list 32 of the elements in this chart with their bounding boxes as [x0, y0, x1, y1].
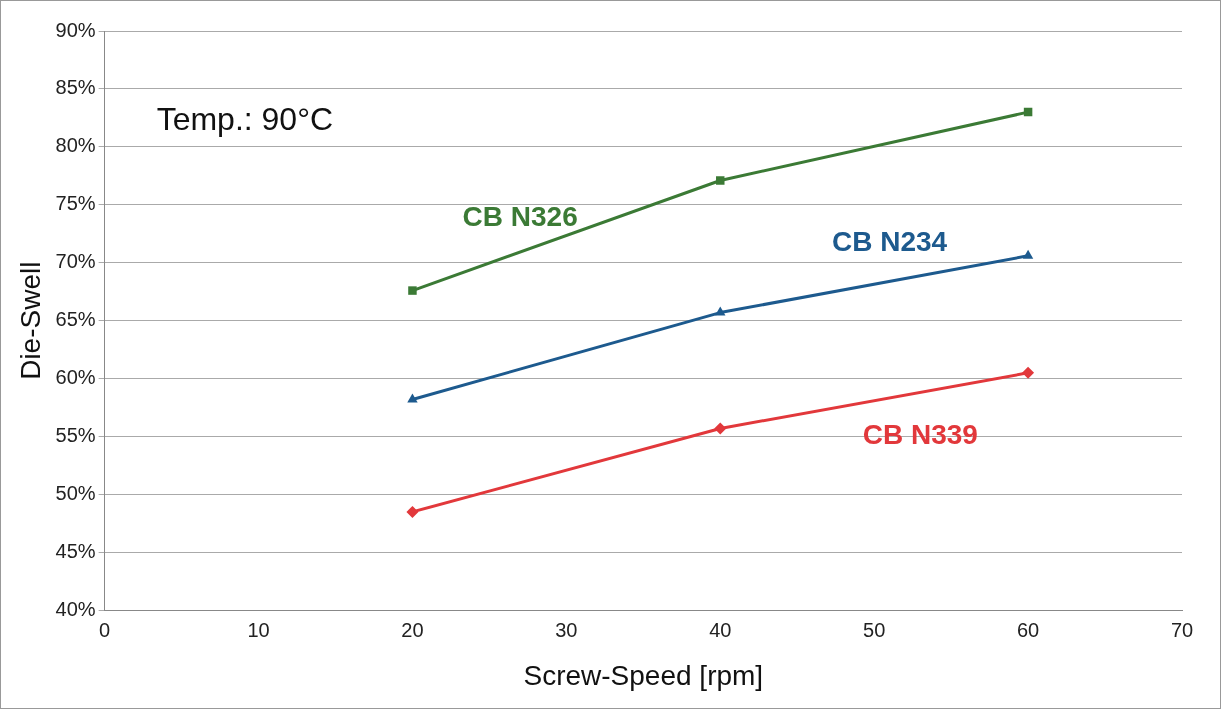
y-tick-label: 80%: [55, 134, 96, 157]
x-axis-title: Screw-Speed [rpm]: [523, 659, 764, 691]
point: [1022, 249, 1034, 259]
y-tick-label: 90%: [55, 18, 96, 41]
x-tick-label: 20: [401, 618, 424, 641]
y-tick-label: 60%: [55, 366, 96, 389]
point: [1022, 366, 1035, 379]
y-tick-label: 45%: [55, 539, 96, 562]
series-label: CB N326: [462, 200, 578, 232]
y-tick-label: 70%: [55, 250, 96, 273]
x-tick-label: 60: [1016, 618, 1040, 641]
x-tick-label: 50: [863, 618, 886, 641]
x-tick-label: 30: [555, 618, 578, 641]
point: [714, 422, 727, 435]
y-axis-title: Die-Swell: [14, 261, 46, 380]
y-tick-label: 75%: [55, 192, 96, 215]
annotation: Temp.: 90°C: [156, 100, 334, 137]
y-tick-label: 40%: [55, 597, 96, 620]
point: [716, 176, 725, 185]
y-tick-label: 85%: [55, 76, 96, 99]
x-tick-label: 0: [99, 618, 111, 641]
x-tick-label: 40: [709, 618, 732, 641]
series-label: CB N339: [862, 419, 978, 451]
point: [408, 286, 417, 295]
y-tick-label: 65%: [55, 308, 96, 331]
x-tick-label: 10: [247, 618, 270, 641]
point: [406, 505, 419, 518]
y-tick-label: 55%: [55, 424, 96, 447]
point: [715, 306, 726, 316]
x-tick-label: 70: [1170, 618, 1194, 641]
series-label: CB N234: [831, 226, 948, 258]
y-tick-label: 50%: [55, 482, 96, 505]
